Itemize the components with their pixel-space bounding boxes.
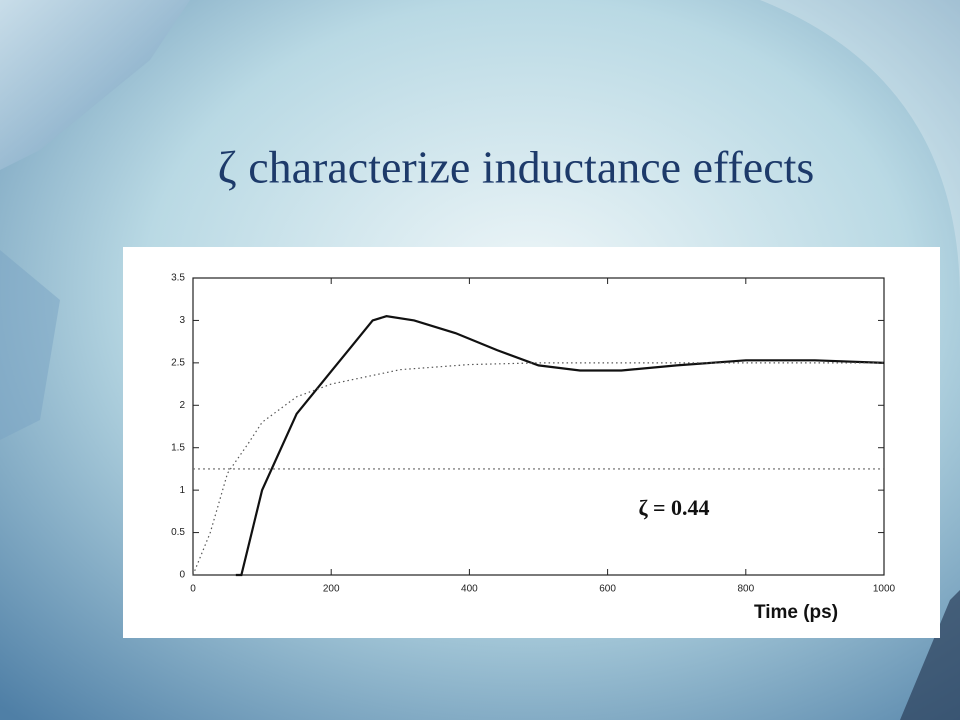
x-tick-label: 800	[737, 584, 754, 595]
plot-frame	[192, 277, 885, 576]
chart-panel	[123, 247, 940, 638]
annotation: ζ = 0.44	[638, 495, 709, 520]
x-tick-label: 0	[190, 584, 196, 595]
pen-decoration	[900, 590, 960, 720]
line-series	[235, 315, 885, 577]
decoration	[0, 250, 60, 440]
y-tick-label: 1	[179, 485, 185, 496]
y-tick-label: 0.5	[171, 527, 185, 538]
y-tick-label: 1.5	[171, 442, 185, 453]
y-tick-label: 2.5	[171, 357, 185, 368]
x-tick-label: 200	[323, 584, 340, 595]
line-series	[192, 362, 884, 576]
x-tick-label: 600	[599, 584, 616, 595]
swoosh	[760, 0, 960, 300]
slide-title: ζ characterize inductance effects	[218, 142, 815, 193]
y-tick-label: 3.5	[171, 273, 185, 284]
x-axis-label: Time (ps)	[754, 602, 838, 623]
x-tick-label: 400	[461, 584, 478, 595]
y-tick-label: 0	[179, 570, 185, 581]
x-tick-label: 1000	[873, 584, 896, 595]
y-tick-label: 2	[179, 400, 185, 411]
book-decoration	[0, 0, 190, 170]
y-tick-label: 3	[179, 315, 185, 326]
